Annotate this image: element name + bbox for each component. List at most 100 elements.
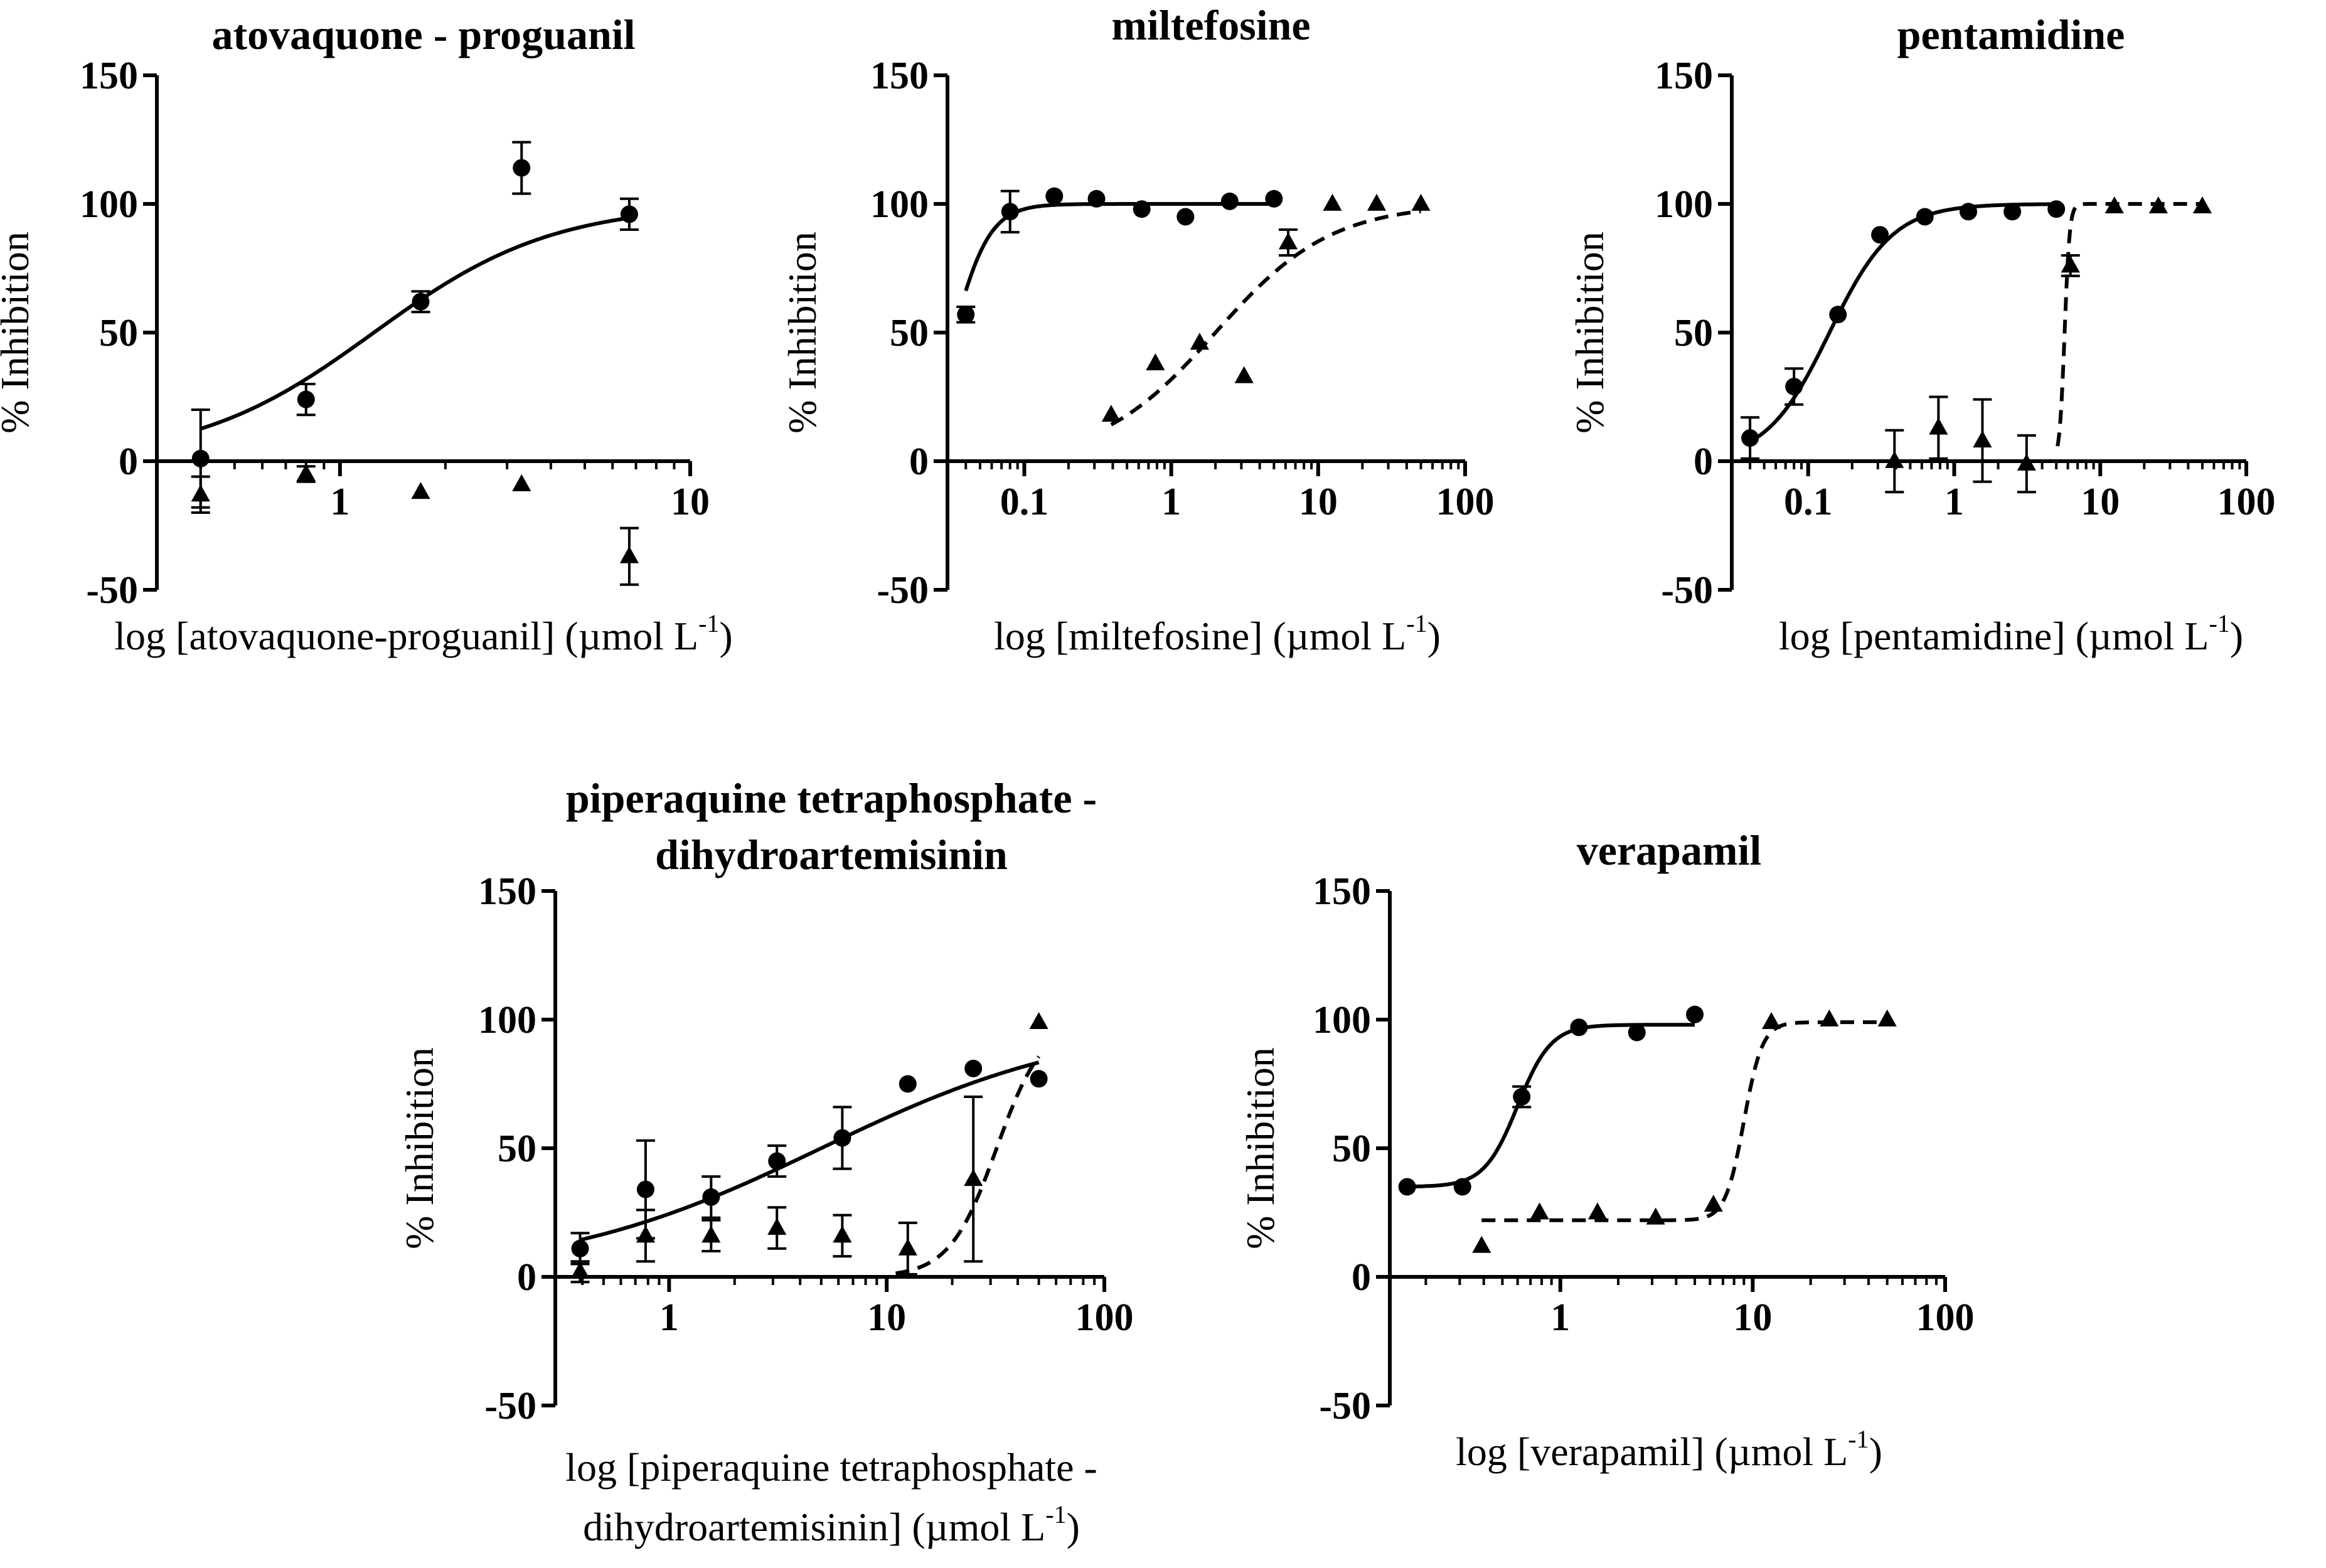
- y-axis-label: % Inhibition: [1567, 232, 1612, 434]
- data-point-triangle: [191, 484, 210, 502]
- chart-title: pentamidine: [1897, 11, 2125, 58]
- x-axis-label-superscript: -1: [698, 609, 719, 637]
- x-tick-label: 0.1: [1000, 481, 1049, 523]
- data-point-circle: [412, 292, 430, 311]
- y-tick-label: 100: [1655, 183, 1713, 226]
- y-tick-label: 150: [870, 55, 929, 97]
- y-tick-label: 150: [478, 870, 536, 913]
- y-tick-label: 50: [890, 312, 929, 355]
- y-tick-label: -50: [1319, 1385, 1371, 1427]
- x-axis-label-tail: ): [1869, 1429, 1882, 1474]
- data-point-triangle: [2017, 453, 2036, 471]
- data-point-circle: [636, 1180, 654, 1198]
- fit-curve-dashed: [895, 1055, 1041, 1276]
- fit-curve-dashed: [1481, 1020, 1887, 1222]
- data-point-circle: [1916, 208, 1934, 226]
- data-point-circle: [1829, 306, 1847, 324]
- data-point-circle: [1513, 1088, 1531, 1106]
- data-point-circle: [571, 1239, 589, 1257]
- y-tick-label: 0: [909, 440, 929, 483]
- y-axis-label: % Inhibition: [0, 232, 37, 434]
- x-axis-label: log [pentamidine] (µmol L-1): [1779, 609, 2243, 658]
- data-point-circle: [957, 306, 975, 324]
- chart-panel-3: pentamidine -50 0 50 100 150 0.1 1 10 100 % Inhibi…: [1567, 11, 2276, 658]
- data-point-triangle: [1101, 405, 1121, 422]
- data-point-triangle: [1278, 232, 1298, 250]
- x-axis-label-text: log [atovaquone-proguanil] (µmol L: [114, 614, 698, 658]
- data-point-circle: [964, 1059, 983, 1077]
- data-point-circle: [1001, 203, 1019, 221]
- data-point-circle: [1030, 1070, 1048, 1088]
- series-triangles: [1885, 196, 2212, 494]
- data-point-triangle: [1323, 193, 1342, 211]
- y-axis-label: % Inhibition: [780, 232, 824, 434]
- data-point-circle: [768, 1152, 786, 1170]
- data-point-circle: [1265, 189, 1283, 208]
- data-point-circle: [1570, 1018, 1588, 1037]
- y-tick-label: 0: [1694, 440, 1713, 483]
- x-axis-label-superscript: -1: [1406, 609, 1427, 637]
- data-point-triangle: [1877, 1009, 1897, 1027]
- x-axis-label-superscript: -1: [2209, 609, 2229, 637]
- fit-curve-solid: [1749, 202, 2057, 444]
- data-point-circle: [1045, 187, 1064, 205]
- data-point-circle: [833, 1129, 851, 1147]
- fit-curve-solid: [200, 216, 630, 431]
- x-axis-label-tail: ): [719, 614, 732, 658]
- series-triangles: [1472, 1009, 1897, 1253]
- data-point-circle: [1960, 203, 1978, 221]
- data-point-triangle: [512, 474, 531, 491]
- y-tick-label: -50: [1661, 569, 1713, 612]
- fit-curve-solid: [579, 1060, 1040, 1242]
- data-point-triangle: [296, 464, 316, 481]
- data-point-triangle: [1472, 1235, 1491, 1253]
- y-tick-label: 100: [870, 183, 929, 226]
- data-point-circle: [702, 1188, 720, 1206]
- data-point-triangle: [619, 546, 639, 563]
- x-axis-label-tail: ): [2230, 614, 2243, 658]
- x-tick-label: 100: [1436, 481, 1495, 523]
- y-tick-label: 50: [99, 312, 138, 355]
- series-circles: [570, 1059, 1048, 1266]
- fit-curve-solid: [1407, 1023, 1695, 1189]
- y-tick-label: 100: [80, 183, 138, 226]
- chart-title: atovaquone - proguanil: [211, 11, 635, 58]
- data-point-triangle: [1820, 1009, 1839, 1027]
- y-tick-label: 0: [119, 440, 138, 483]
- data-point-circle: [513, 159, 531, 177]
- x-tick-label: 100: [1916, 1296, 1975, 1339]
- fit-curve-dashed: [1110, 209, 1421, 427]
- chart-panel-2: miltefosine -50 0 50 100 150 0.1 1 10 100 % Inhibi…: [780, 1, 1495, 658]
- x-axis-label: log [atovaquone-proguanil] (µmol L-1): [114, 609, 732, 658]
- chart-title: dihydroartemisinin: [655, 831, 1008, 878]
- data-point-circle: [1741, 429, 1759, 447]
- data-point-triangle: [1885, 451, 1904, 468]
- series-circles: [191, 141, 639, 509]
- data-point-circle: [297, 390, 315, 408]
- chart-panel-5: verapamil -50 0 50 100 150 1 10 100 % Inhibition l…: [1238, 826, 1975, 1474]
- x-tick-label: 10: [867, 1296, 906, 1339]
- x-tick-label: 1: [330, 481, 349, 523]
- data-point-triangle: [1029, 1011, 1048, 1030]
- x-tick-label: 1: [659, 1296, 679, 1339]
- data-point-triangle: [833, 1225, 852, 1243]
- x-tick-label: 10: [1299, 481, 1338, 523]
- data-point-triangle: [1587, 1202, 1608, 1220]
- data-point-triangle: [411, 482, 430, 499]
- y-tick-label: -50: [877, 569, 929, 612]
- y-tick-label: -50: [86, 569, 138, 612]
- y-tick-label: 100: [478, 999, 536, 1042]
- data-point-triangle: [1234, 366, 1254, 383]
- data-point-circle: [620, 205, 638, 223]
- data-point-triangle: [702, 1225, 721, 1243]
- y-tick-label: 150: [1655, 55, 1713, 97]
- x-axis-label-tail: ): [1427, 614, 1441, 658]
- chart-title: miltefosine: [1111, 1, 1310, 49]
- y-tick-label: -50: [484, 1385, 536, 1427]
- chart-title: piperaquine tetraphosphate -: [566, 774, 1097, 822]
- data-point-circle: [1133, 200, 1151, 218]
- y-tick-label: 0: [517, 1256, 536, 1299]
- y-tick-label: 100: [1313, 999, 1371, 1042]
- data-point-circle: [1686, 1005, 1704, 1023]
